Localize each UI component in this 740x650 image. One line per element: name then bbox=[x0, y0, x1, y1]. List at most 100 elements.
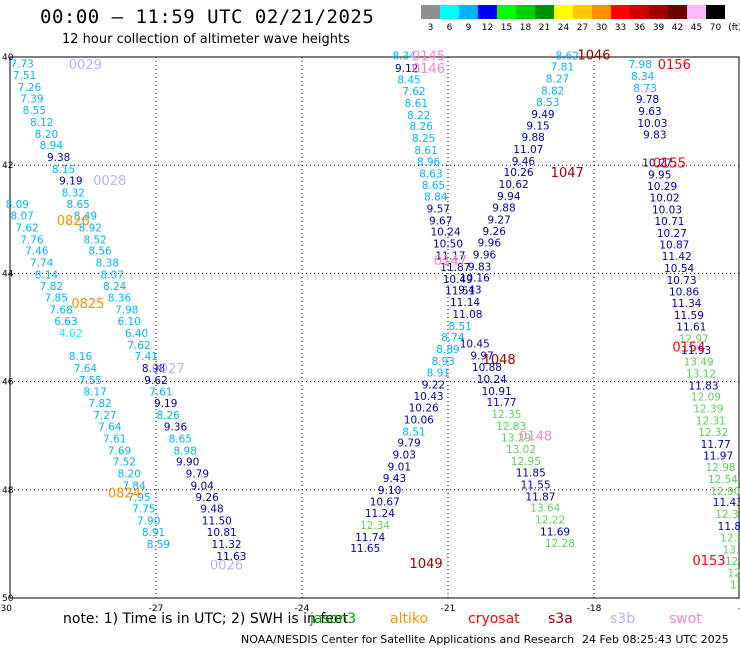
track-id-0826: 0826 bbox=[57, 214, 90, 229]
wave-height-label: 8.36 bbox=[108, 293, 132, 305]
track-id-0028: 0028 bbox=[93, 174, 126, 189]
wave-height-label: 7.98 bbox=[115, 305, 138, 317]
scale-swatch-70 bbox=[706, 5, 725, 19]
wave-height-label: 10.49 bbox=[443, 274, 473, 286]
legend-cryosat-label: cryosat bbox=[468, 611, 520, 627]
wave-height-label: 11.14 bbox=[450, 297, 480, 309]
scale-swatch-3 bbox=[421, 5, 440, 19]
wave-height-label: 8.65 bbox=[66, 199, 89, 211]
wave-height-label: 12.80 bbox=[727, 568, 740, 580]
wave-height-label: 9.10 bbox=[378, 485, 401, 497]
wave-height-label: 7.76 bbox=[20, 234, 44, 246]
wave-height-label: 10.27 bbox=[657, 228, 687, 240]
wave-height-label: 7.26 bbox=[18, 82, 42, 94]
wave-height-label: 10.02 bbox=[650, 193, 680, 205]
wave-height-label: 9.83 bbox=[468, 261, 491, 273]
wave-height-label: 8.91 bbox=[142, 527, 165, 539]
wave-height-label: 11.61 bbox=[676, 321, 706, 333]
wave-height-label: 9.22 bbox=[422, 379, 445, 391]
wave-height-label: 7.73 bbox=[10, 58, 33, 70]
wave-height-label: 8.34 bbox=[393, 50, 417, 62]
wave-height-label: 10.27 bbox=[642, 157, 672, 169]
wave-height-label: 11.55 bbox=[521, 479, 551, 491]
wave-height-label: 13.02 bbox=[506, 444, 536, 456]
wave-height-label: 12.35 bbox=[491, 409, 521, 421]
wave-height-label: 10.87 bbox=[659, 240, 689, 252]
wave-height-label: 10.43 bbox=[414, 391, 444, 403]
wave-height-label: 10.62 bbox=[499, 179, 529, 191]
scale-label-33: 33 bbox=[615, 23, 626, 33]
wave-height-label: 8.74 bbox=[441, 332, 465, 344]
scale-label-9: 9 bbox=[466, 23, 472, 33]
wave-height-label: 11.50 bbox=[202, 516, 232, 528]
wave-height-label: 7.69 bbox=[108, 445, 131, 457]
wave-height-label: 11.65 bbox=[350, 543, 380, 555]
wave-height-label: 12.39 bbox=[693, 404, 723, 416]
wave-height-label: 13.12 bbox=[686, 368, 716, 380]
wave-height-label: 11.63 bbox=[216, 551, 246, 563]
lat-tick-46: 46 bbox=[2, 378, 14, 388]
track-id-1046: 1046 bbox=[577, 48, 610, 63]
wave-height-label: 8.52 bbox=[83, 234, 106, 246]
wave-height-label: 11.32 bbox=[212, 539, 242, 551]
wave-height-label: 10.54 bbox=[664, 263, 694, 275]
track-id-0825: 0825 bbox=[71, 297, 104, 312]
wave-height-label: 8.82 bbox=[541, 86, 564, 98]
wave-height-label: 9.94 bbox=[497, 191, 521, 203]
wave-height-label: 12.34 bbox=[360, 520, 390, 532]
wave-height-label: 10.88 bbox=[472, 362, 502, 374]
wave-height-label: 9.43 bbox=[383, 473, 406, 485]
wave-height-label: 8.91 bbox=[427, 367, 450, 379]
wave-height-label: 7.46 bbox=[25, 246, 49, 258]
wave-height-label: 9.26 bbox=[483, 226, 507, 238]
wave-height-label: 7.95 bbox=[127, 492, 150, 504]
wave-height-label: 9.27 bbox=[487, 214, 510, 226]
legend-cryosat: cryosat bbox=[468, 611, 520, 627]
wave-height-label: 7.75 bbox=[132, 504, 155, 516]
wave-height-label: 8.20 bbox=[35, 129, 58, 141]
wave-height-label: 9.96 bbox=[478, 238, 502, 250]
wave-height-label: 8.53 bbox=[536, 97, 559, 109]
scale-label-18: 18 bbox=[520, 23, 532, 33]
wave-height-label: 8.16 bbox=[69, 351, 93, 363]
page-title: 00:00 — 11:59 UTC 02/21/2025 bbox=[40, 6, 375, 28]
wave-height-label: 10.29 bbox=[647, 181, 677, 193]
wave-height-label: 11.87 bbox=[440, 262, 470, 274]
wave-height-label: 9.15 bbox=[526, 121, 549, 133]
track-id-1047: 1047 bbox=[551, 166, 584, 181]
scale-swatch-6 bbox=[440, 5, 459, 19]
scale-label-27: 27 bbox=[577, 23, 588, 33]
track-id-0154: 0154 bbox=[672, 340, 705, 355]
wave-height-label: 9.79 bbox=[397, 438, 420, 450]
wave-height-label: 9.46 bbox=[512, 156, 536, 168]
wave-height-label: 10.86 bbox=[669, 286, 699, 298]
wave-height-label: 10.81 bbox=[207, 527, 237, 539]
lon-tick--15: -15 bbox=[738, 604, 740, 614]
wave-height-label: 10.26 bbox=[504, 167, 534, 179]
wave-height-label: 9.79 bbox=[186, 469, 209, 481]
wave-height-label: 8.07 bbox=[10, 211, 33, 223]
scale-label-15: 15 bbox=[501, 23, 512, 33]
wave-height-label: 11.74 bbox=[355, 532, 385, 544]
wave-height-label: 11.87 bbox=[525, 491, 555, 503]
wave-height-label: 12.98 bbox=[706, 462, 736, 474]
scale-label-45: 45 bbox=[691, 23, 702, 33]
wave-height-label: 9.36 bbox=[164, 422, 188, 434]
wave-height-label: 10.24 bbox=[431, 227, 461, 239]
scale-label-70: 70 bbox=[710, 23, 722, 33]
wave-height-label: 10.26 bbox=[409, 403, 439, 415]
wave-height-label: 13.49 bbox=[684, 357, 714, 369]
wave-height-label: 8.55 bbox=[23, 105, 46, 117]
wave-height-label: 7.39 bbox=[20, 94, 43, 106]
wave-height-label: 9.63 bbox=[638, 106, 661, 118]
wave-height-label: 9.01 bbox=[388, 462, 411, 474]
wave-height-label: 11.34 bbox=[671, 298, 701, 310]
wave-height-label: 9.88 bbox=[521, 132, 544, 144]
track-id-0027: 0027 bbox=[152, 362, 185, 377]
wave-height-label: 12.30 bbox=[715, 509, 740, 521]
wave-height-label: 4.02 bbox=[59, 328, 82, 340]
footer-source: NOAA/NESDIS Center for Satellite Applica… bbox=[241, 633, 575, 646]
wave-height-label: 8.12 bbox=[30, 117, 53, 129]
wave-height-label: 10.91 bbox=[482, 386, 512, 398]
